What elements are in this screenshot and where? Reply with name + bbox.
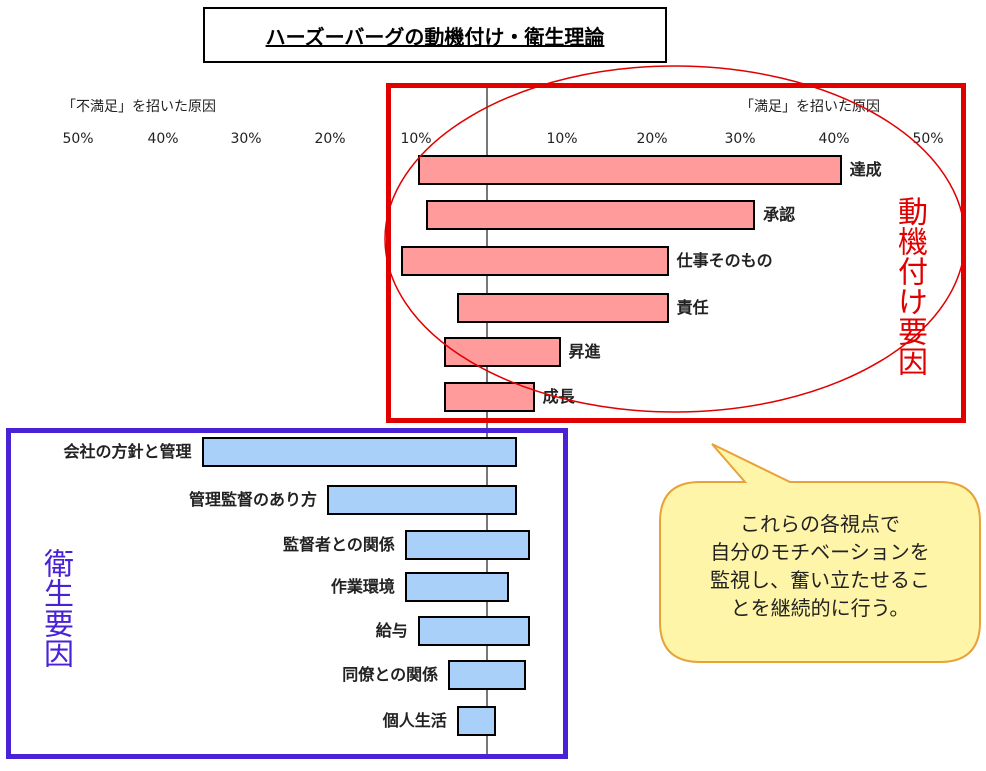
bar-motivator	[400, 246, 669, 276]
bar-motivator	[443, 337, 561, 367]
callout-line: とを継続的に行う。	[730, 596, 910, 620]
category-label: 監督者との関係	[282, 535, 395, 554]
callout-text: これらの各視点で 自分のモチベーションを 監視し、奮い立たせるこ とを継続的に行…	[670, 510, 970, 622]
tick-label: 40%	[147, 131, 179, 147]
hygiene-group-label: 衛生要因	[38, 548, 73, 668]
tick-label: 30%	[230, 131, 262, 147]
category-label: 昇進	[568, 342, 601, 361]
bar-hygiene	[326, 485, 518, 515]
category-label: 作業環境	[330, 577, 395, 596]
motivator-frame	[386, 83, 966, 423]
motivator-label-text: 動機付け要因	[892, 196, 927, 376]
bar-motivator	[417, 155, 842, 185]
bar-motivator	[443, 382, 535, 412]
tick-label: 50%	[62, 131, 94, 147]
left-axis-caption: 「不満足」を招いた原因	[62, 99, 216, 115]
category-label: 承認	[763, 205, 796, 224]
category-label: 同僚との関係	[342, 665, 439, 684]
bar-hygiene	[201, 437, 518, 467]
tick-label: 10%	[400, 131, 432, 147]
bar-motivator	[456, 293, 669, 323]
callout-line: これらの各視点で	[740, 512, 900, 536]
hygiene-frame	[6, 428, 568, 759]
category-label: 個人生活	[382, 711, 447, 730]
category-label: 給与	[375, 621, 408, 640]
tick-label: 10%	[546, 131, 578, 147]
bar-hygiene	[448, 660, 526, 690]
tick-label: 30%	[724, 131, 756, 147]
tick-label: 20%	[314, 131, 346, 147]
bar-hygiene	[404, 572, 509, 602]
callout-line: 監視し、奮い立たせるこ	[710, 568, 930, 592]
bar-motivator	[426, 200, 756, 230]
tick-label: 20%	[636, 131, 668, 147]
chart-title: ハーズーバーグの動機付け・衛生理論	[265, 24, 605, 49]
category-label: 会社の方針と管理	[63, 442, 192, 461]
category-label: 管理監督のあり方	[188, 490, 317, 509]
category-label: 責任	[676, 298, 709, 317]
callout-line: 自分のモチベーションを	[710, 540, 930, 564]
category-label: 成長	[542, 387, 575, 406]
title-box: ハーズーバーグの動機付け・衛生理論	[203, 7, 667, 63]
tick-label: 50%	[912, 131, 944, 147]
bar-hygiene	[417, 616, 531, 646]
right-axis-caption: 「満足」を招いた原因	[740, 99, 880, 115]
bar-hygiene	[456, 706, 496, 736]
motivator-group-label: 動機付け要因	[892, 196, 927, 376]
tick-label: 40%	[818, 131, 850, 147]
category-label: 仕事そのもの	[676, 251, 773, 270]
bar-hygiene	[404, 530, 531, 560]
hygiene-label-text: 衛生要因	[38, 548, 73, 668]
category-label: 達成	[849, 160, 882, 179]
